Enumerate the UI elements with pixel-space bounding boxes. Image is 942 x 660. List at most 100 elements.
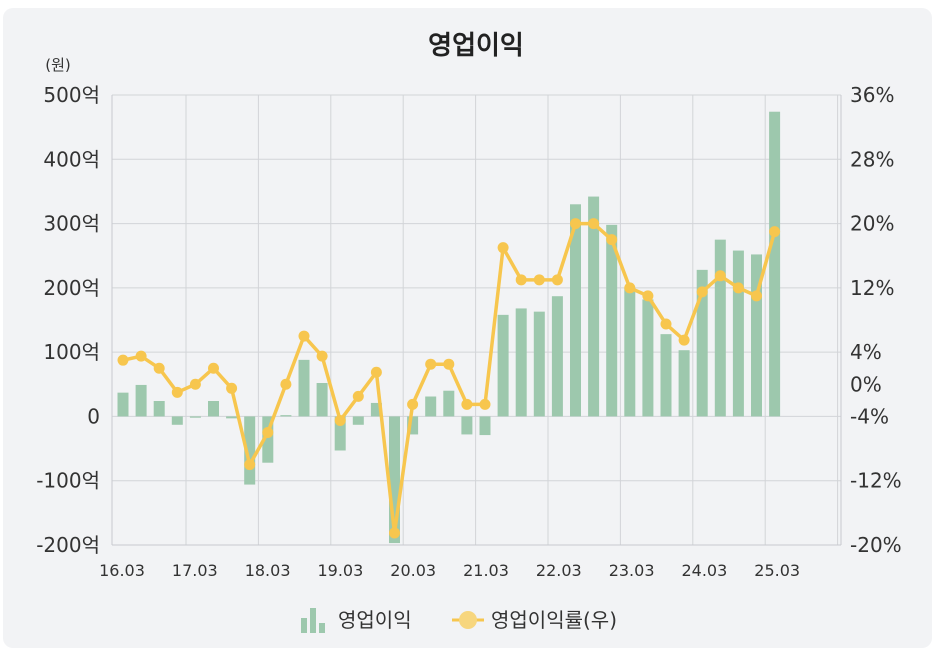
bar	[479, 416, 491, 436]
left-tick-label: 500억	[43, 83, 100, 107]
left-tick-label: -200억	[36, 533, 100, 557]
line-point	[588, 218, 600, 230]
bar	[606, 224, 618, 417]
right-tick-label: -4%	[850, 404, 889, 428]
x-tick-label: 21.03	[463, 561, 509, 580]
right-tick-label: 36%	[850, 83, 894, 107]
bar	[171, 416, 183, 425]
line-point	[262, 427, 274, 438]
line-point	[117, 354, 129, 366]
bar	[696, 269, 708, 417]
line-point	[769, 226, 781, 238]
x-tick-label: 19.03	[317, 561, 363, 580]
line-point	[714, 270, 726, 282]
bar	[660, 334, 672, 417]
line-point	[298, 330, 310, 342]
chart-title: 영업이익	[428, 31, 524, 61]
x-tick-label: 16.03	[99, 561, 145, 580]
x-tick-label: 25.03	[754, 561, 800, 580]
line-point	[461, 398, 473, 410]
line-point	[642, 290, 654, 302]
bar	[425, 396, 437, 417]
bar	[117, 392, 129, 417]
left-axis: 500억 400억 300억 200억 100억 0 -100억 -200억	[36, 83, 100, 557]
right-tick-label: 28%	[850, 147, 894, 171]
bar	[370, 402, 382, 417]
bar	[244, 416, 256, 485]
bar	[461, 416, 473, 435]
legend-bar-icon	[301, 608, 325, 633]
left-tick-label: 400억	[43, 147, 100, 171]
line-point	[352, 390, 364, 402]
bar	[769, 111, 781, 417]
line-point	[497, 242, 509, 254]
line-point	[171, 386, 183, 398]
bar	[189, 416, 201, 418]
bar	[153, 401, 165, 417]
bar	[751, 254, 762, 417]
legend-label-bar: 영업이익	[338, 608, 412, 632]
bar	[298, 359, 310, 417]
bar	[732, 250, 744, 417]
line-point	[135, 350, 147, 362]
x-tick-label: 18.03	[245, 561, 291, 580]
line-point	[624, 282, 636, 294]
right-tick-label: 0%	[850, 372, 882, 396]
line-point	[696, 286, 708, 298]
line-point	[370, 366, 382, 378]
x-tick-label: 23.03	[609, 561, 655, 580]
bar	[515, 308, 527, 417]
bar	[443, 390, 455, 417]
right-tick-label: 12%	[850, 276, 894, 300]
margin-line	[122, 221, 777, 535]
x-tick-label: 22.03	[536, 561, 582, 580]
bar-series	[117, 111, 781, 544]
bar	[551, 296, 563, 417]
line-point	[515, 274, 527, 286]
bar	[714, 239, 726, 417]
left-tick-label: 200억	[43, 276, 100, 300]
bar	[570, 204, 581, 417]
line-point	[244, 459, 256, 471]
right-tick-label: 4%	[850, 340, 882, 364]
bar	[588, 196, 600, 417]
legend: 영업이익 영업이익률(우)	[301, 608, 617, 633]
line-series	[117, 218, 781, 539]
x-tick-label: 24.03	[681, 561, 727, 580]
line-point	[533, 274, 545, 286]
legend-label-line: 영업이익률(우)	[491, 608, 617, 632]
bar	[262, 416, 274, 463]
bar	[407, 416, 419, 435]
line-point	[407, 398, 419, 410]
bar	[497, 314, 509, 417]
x-tick-label: 20.03	[390, 561, 436, 580]
grid	[111, 94, 842, 546]
bar	[642, 299, 654, 417]
left-tick-label: 300억	[43, 212, 100, 236]
line-point	[153, 362, 165, 374]
left-axis-unit: (원)	[45, 56, 71, 74]
x-tick-label: 17.03	[172, 561, 218, 580]
bar	[334, 416, 346, 451]
right-tick-label: -20%	[850, 533, 902, 557]
line-point	[208, 362, 219, 374]
line-point	[443, 358, 455, 370]
line-point	[425, 358, 437, 370]
line-point	[551, 274, 563, 286]
left-tick-label: -100억	[36, 469, 100, 493]
line-point	[479, 398, 491, 410]
legend-line-icon	[452, 611, 484, 629]
bar	[226, 416, 238, 419]
line-point	[226, 382, 238, 394]
right-axis: 36% 28% 20% 12% 4% 0% -4% -12% -20%	[850, 83, 902, 557]
bar	[316, 383, 328, 417]
x-axis: 16.03 17.03 18.03 19.03 20.03 21.03 22.03 23.03…	[99, 561, 800, 580]
bar	[280, 415, 292, 417]
line-point	[570, 218, 581, 230]
line-point	[334, 414, 346, 426]
line-point	[678, 334, 690, 346]
bar	[389, 416, 400, 544]
left-tick-label: 100억	[43, 340, 100, 364]
line-point	[660, 318, 672, 330]
